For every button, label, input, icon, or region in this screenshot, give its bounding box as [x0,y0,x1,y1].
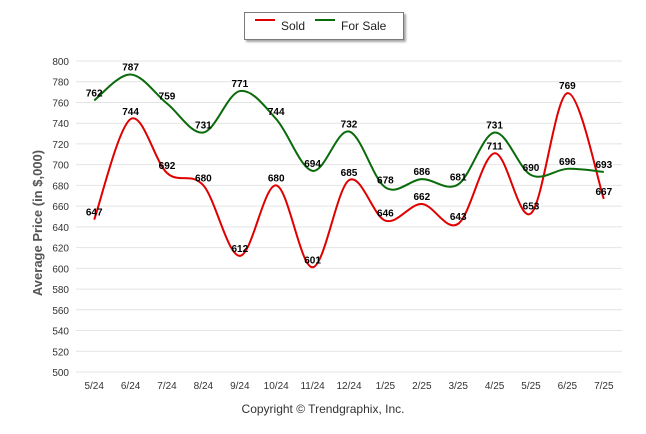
data-label: 731 [195,121,212,132]
sold-line [93,92,605,269]
data-label: 771 [231,79,248,90]
x-tick-label: 5/25 [521,381,541,392]
y-tick-label: 700 [52,161,69,172]
copyright-credit: Copyright © Trendgraphix, Inc. [241,402,405,416]
x-tick-label: 11/24 [300,381,325,392]
data-label: 647 [86,208,103,219]
y-tick-label: 560 [52,306,69,317]
data-label: 694 [304,159,321,170]
data-label: 692 [159,161,176,172]
data-label: 685 [341,168,358,179]
y-tick-label: 680 [52,181,69,192]
y-axis-label: Average Price (in $,000) [30,150,45,296]
data-label: 681 [450,172,467,183]
data-label: 643 [450,212,467,223]
data-labels: 647 744 692 680 612 680 601 685 646 662 643 711 653 7… [86,62,613,266]
legend: Sold For Sale [244,12,404,40]
legend-label-sold: Sold [281,19,306,33]
y-tick-label: 520 [52,347,69,358]
y-tick-label: 760 [52,98,69,109]
x-tick-label: 1/25 [376,381,396,392]
legend-swatch-for-sale [315,19,335,21]
data-label: 667 [595,187,612,198]
y-tick-label: 800 [52,57,69,68]
x-tick-label: 8/24 [194,381,214,392]
data-label: 696 [559,157,576,168]
y-tick-label: 740 [52,119,69,130]
data-label: 686 [413,167,430,178]
data-label: 646 [377,209,394,220]
x-axis-ticks: 5/24 6/24 7/24 8/24 9/24 10/24 11/24 12/24 1/25 2… [84,381,614,392]
y-tick-label: 540 [52,327,69,338]
data-label: 732 [341,119,358,130]
data-label: 744 [268,107,285,118]
data-label: 653 [523,201,540,212]
x-tick-label: 12/24 [336,381,361,392]
data-label: 601 [304,255,321,266]
x-tick-label: 10/24 [264,381,289,392]
legend-swatch-sold [255,19,275,21]
data-label: 693 [595,160,612,171]
data-label: 731 [486,121,503,132]
y-tick-label: 620 [52,244,69,255]
y-tick-label: 640 [52,223,69,234]
y-tick-label: 580 [52,285,69,296]
legend-label-for-sale: For Sale [341,19,387,33]
data-label: 612 [231,244,248,255]
x-tick-label: 7/24 [157,381,177,392]
data-label: 678 [377,175,394,186]
x-tick-label: 7/25 [594,381,614,392]
data-label: 680 [195,173,212,184]
x-tick-label: 3/25 [448,381,468,392]
x-tick-label: 4/25 [485,381,505,392]
y-tick-label: 500 [52,368,69,379]
y-axis-ticks: 500 520 540 560 580 600 620 640 660 680 700 720 740 7… [52,57,69,379]
y-tick-label: 780 [52,78,69,89]
grid-lines [76,60,622,373]
x-tick-label: 9/24 [230,381,250,392]
y-tick-label: 600 [52,264,69,275]
data-label: 744 [122,107,139,118]
y-tick-label: 720 [52,140,69,151]
x-tick-label: 2/25 [412,381,432,392]
data-label: 759 [159,92,176,103]
series-lines [93,73,605,269]
x-tick-label: 6/25 [558,381,578,392]
for-sale-line [93,73,604,191]
x-tick-label: 5/24 [84,381,104,392]
y-tick-label: 660 [52,202,69,213]
data-label: 690 [523,163,540,174]
data-label: 680 [268,173,285,184]
x-tick-label: 6/24 [121,381,141,392]
data-label: 711 [487,141,504,152]
data-label: 762 [86,88,103,99]
data-label: 769 [559,81,576,92]
data-label: 662 [413,192,430,203]
data-label: 787 [122,62,139,73]
